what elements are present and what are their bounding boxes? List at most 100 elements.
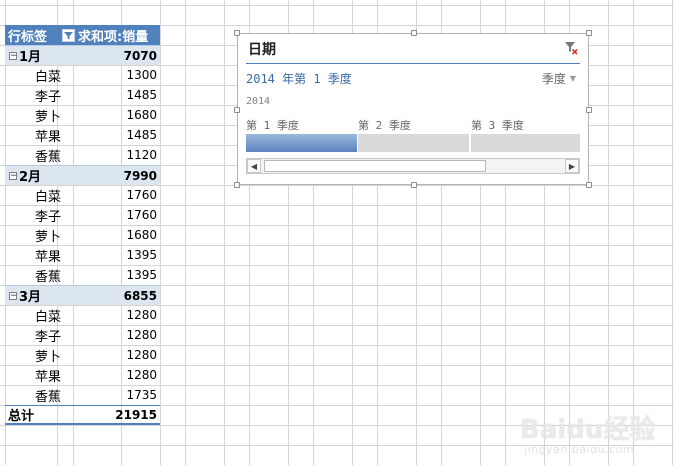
month-subtotal: 6855 (123, 288, 157, 303)
quarter-bar-3[interactable] (471, 134, 580, 152)
table-row[interactable]: 李子 1485 (5, 85, 160, 105)
table-row[interactable]: 白菜 1300 (5, 65, 160, 85)
scroll-left-icon[interactable]: ◀ (247, 159, 261, 173)
sales-value: 1485 (126, 128, 157, 142)
column-gridline (288, 0, 289, 465)
quarter-label[interactable]: 第 2 季度 (358, 119, 411, 132)
table-row[interactable]: 苹果 1280 (5, 365, 160, 385)
month-group-row[interactable]: −1月 7070 (5, 45, 160, 65)
product-label: 香蕉 (35, 389, 62, 405)
timeline-scrollbar[interactable]: ◀ ▶ (246, 158, 580, 174)
table-row[interactable]: 萝卜 1680 (5, 225, 160, 245)
column-gridline (224, 0, 225, 465)
title-divider (246, 63, 580, 64)
resize-handle[interactable] (586, 30, 592, 36)
sales-value: 1300 (126, 68, 157, 82)
month-group-row[interactable]: −3月 6855 (5, 285, 160, 305)
sales-value: 1280 (126, 308, 157, 322)
sales-value: 1120 (126, 148, 157, 162)
sales-value: 1760 (126, 188, 157, 202)
year-label: 2014 (246, 96, 271, 107)
grand-total-value: 21915 (115, 407, 157, 422)
product-label: 李子 (35, 329, 62, 345)
time-level-label: 季度 (541, 72, 566, 86)
filter-dropdown-icon[interactable] (62, 28, 75, 42)
quarter-label[interactable]: 第 1 季度 (246, 119, 299, 132)
grand-total-label: 总计 (8, 409, 35, 424)
product-label: 香蕉 (35, 269, 62, 285)
month-subtotal: 7070 (123, 48, 157, 63)
resize-handle[interactable] (234, 182, 240, 188)
month-label: 3月 (19, 290, 42, 305)
table-row[interactable]: 萝卜 1680 (5, 105, 160, 125)
column-gridline (480, 0, 481, 465)
sales-value: 1680 (126, 228, 157, 242)
resize-handle[interactable] (234, 107, 240, 113)
baidu-watermark: Baidu经验 jingyan.baidu.com (520, 409, 660, 459)
product-label: 萝卜 (35, 349, 62, 365)
table-row[interactable]: 白菜 1280 (5, 305, 160, 325)
chevron-down-icon: ▼ (569, 74, 576, 83)
table-row[interactable]: 白菜 1760 (5, 185, 160, 205)
sales-value: 1760 (126, 208, 157, 222)
column-gridline (73, 0, 74, 465)
quarter-label[interactable]: 第 3 季度 (471, 119, 524, 132)
pivot-header-row: 行标签 求和项:销量 (5, 25, 160, 45)
watermark-text: Baidu经验 (520, 415, 656, 445)
column-gridline (352, 0, 353, 465)
table-row[interactable]: 香蕉 1395 (5, 265, 160, 285)
product-label: 白菜 (35, 189, 62, 205)
month-subtotal: 7990 (123, 168, 157, 183)
timeline-bar-track[interactable] (246, 134, 580, 152)
product-label: 苹果 (35, 249, 62, 265)
pivot-body: −1月 7070 白菜 1300 李子 1485 萝卜 1680 苹果 1485 香蕉 1120−2月… (5, 45, 160, 405)
product-label: 白菜 (35, 309, 62, 325)
row-labels-header[interactable]: 行标签 (8, 29, 48, 45)
product-label: 苹果 (35, 129, 62, 145)
scrollbar-thumb[interactable] (264, 160, 486, 172)
quarter-bar-1[interactable] (246, 134, 357, 152)
table-row[interactable]: 萝卜 1280 (5, 345, 160, 365)
resize-handle[interactable] (586, 182, 592, 188)
collapse-toggle-icon[interactable]: − (9, 170, 18, 181)
sales-value: 1395 (126, 248, 157, 262)
resize-handle[interactable] (586, 107, 592, 113)
clear-filter-icon[interactable] (564, 40, 578, 55)
quarter-labels: 第 1 季度 第 2 季度 第 3 季度 (246, 117, 580, 132)
column-gridline (672, 0, 673, 465)
sales-value: 1395 (126, 268, 157, 282)
table-row[interactable]: 香蕉 1120 (5, 145, 160, 165)
collapse-toggle-icon[interactable]: − (9, 290, 18, 301)
resize-handle[interactable] (411, 30, 417, 36)
watermark-subtext: jingyan.baidu.com (524, 443, 635, 456)
table-row[interactable]: 苹果 1485 (5, 125, 160, 145)
table-row[interactable]: 苹果 1395 (5, 245, 160, 265)
month-group-row[interactable]: −2月 7990 (5, 165, 160, 185)
collapse-toggle-icon[interactable]: − (9, 50, 18, 61)
resize-handle[interactable] (411, 182, 417, 188)
value-field-header[interactable]: 求和项:销量 (78, 29, 149, 45)
table-row[interactable]: 香蕉 1735 (5, 385, 160, 405)
scroll-right-icon[interactable]: ▶ (565, 159, 579, 173)
product-label: 萝卜 (35, 229, 62, 245)
sales-value: 1280 (126, 368, 157, 382)
column-gridline (544, 0, 545, 465)
resize-handle[interactable] (234, 30, 240, 36)
product-label: 苹果 (35, 369, 62, 385)
product-label: 香蕉 (35, 149, 62, 165)
column-gridline (5, 0, 6, 465)
selected-period-label: 2014 年第 1 季度 (246, 72, 352, 86)
quarter-bar-2[interactable] (358, 134, 469, 152)
time-level-dropdown[interactable]: 季度 ▼ (542, 70, 576, 87)
slicer-title: 日期 (248, 42, 276, 58)
sales-value: 1680 (126, 108, 157, 122)
table-row[interactable]: 李子 1280 (5, 325, 160, 345)
timeline-slicer[interactable]: 日期 2014 年第 1 季度 季度 ▼ 2014 第 1 季度 第 2 季度 … (234, 30, 592, 188)
table-row[interactable]: 李子 1760 (5, 205, 160, 225)
pivot-table[interactable]: 行标签 求和项:销量 −1月 7070 白菜 1300 李子 1485 萝卜 1680 苹果 14… (5, 25, 160, 425)
month-label: 2月 (19, 170, 42, 185)
sales-value: 1735 (126, 388, 157, 402)
product-label: 李子 (35, 89, 62, 105)
grand-total-row[interactable]: 总计 21915 (5, 405, 160, 425)
column-gridline (160, 0, 161, 465)
